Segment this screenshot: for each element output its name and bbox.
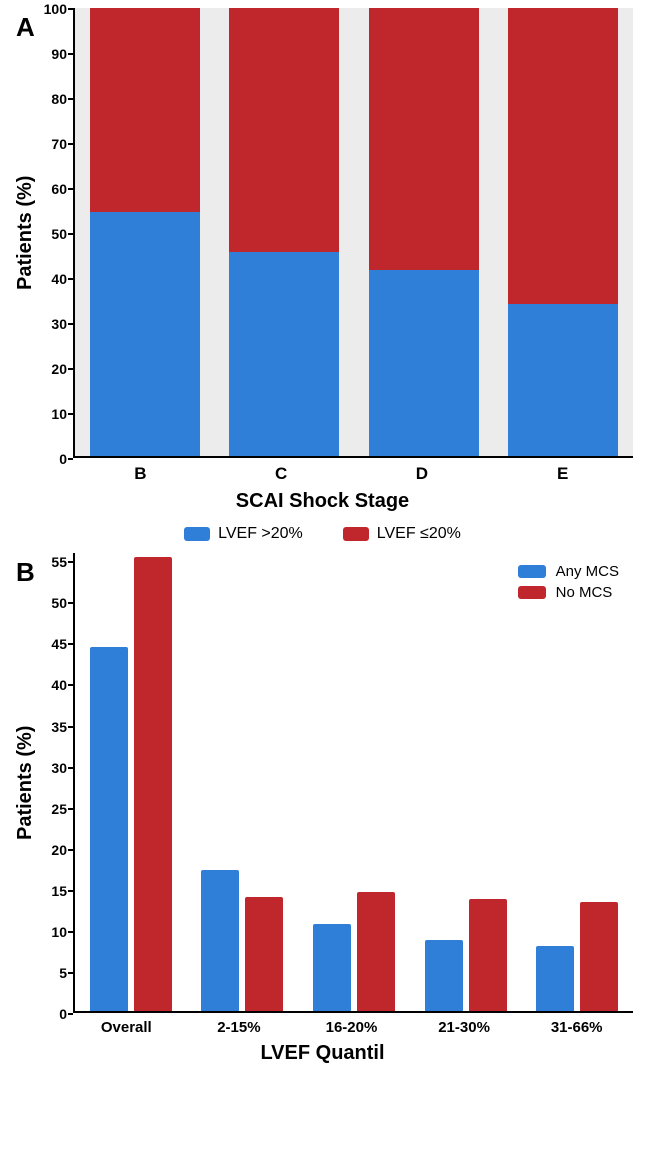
- y-tick-label: 10: [51, 406, 67, 422]
- panel-b-y-ticks: 0510152025303540455055: [39, 553, 73, 1013]
- legend-item-lvef-le20: LVEF ≤20%: [343, 525, 461, 543]
- bar-segment: [229, 252, 339, 456]
- bar: [313, 924, 351, 1012]
- legend-item-any-mcs: Any MCS: [518, 563, 619, 580]
- bar-segment: [508, 8, 618, 304]
- panel-b-plot-area: Any MCS No MCS: [73, 553, 633, 1013]
- stacked-bar: [229, 8, 339, 456]
- panel-b-y-title: Patients (%): [12, 553, 39, 1013]
- bar: [536, 946, 574, 1011]
- bar-segment: [90, 8, 200, 212]
- y-tick-label: 90: [51, 46, 67, 62]
- panel-a-x-title: SCAI Shock Stage: [12, 490, 633, 513]
- panel-b-x-title: LVEF Quantil: [12, 1042, 633, 1065]
- y-tick-label: 25: [51, 801, 67, 817]
- bar-segment: [229, 8, 339, 252]
- y-tick-label: 0: [59, 451, 67, 467]
- panel-b-legend: Any MCS No MCS: [518, 563, 619, 605]
- legend-label: LVEF ≤20%: [377, 525, 461, 543]
- bar: [425, 940, 463, 1011]
- bar: [580, 902, 618, 1011]
- bar-segment: [369, 270, 479, 456]
- stacked-bar: [508, 8, 618, 456]
- panel-a: A Patients (%) 0102030405060708090100 BC…: [12, 8, 633, 543]
- x-tick-label: C: [226, 464, 336, 484]
- panel-b-bars: [75, 553, 633, 1011]
- y-tick-label: 15: [51, 883, 67, 899]
- x-tick-label: D: [367, 464, 477, 484]
- swatch-icon: [343, 527, 369, 541]
- bar: [469, 899, 507, 1011]
- y-tick-label: 45: [51, 636, 67, 652]
- figure: A Patients (%) 0102030405060708090100 BC…: [0, 0, 645, 1087]
- legend-item-no-mcs: No MCS: [518, 584, 619, 601]
- y-tick-label: 20: [51, 361, 67, 377]
- legend-label: Any MCS: [556, 563, 619, 580]
- bar-segment: [90, 212, 200, 456]
- x-tick-label: 21-30%: [419, 1019, 509, 1036]
- y-tick-label: 20: [51, 842, 67, 858]
- y-tick-label: 30: [51, 316, 67, 332]
- x-tick-label: B: [85, 464, 195, 484]
- bar-segment: [369, 8, 479, 270]
- panel-a-plot-area: [73, 8, 633, 458]
- y-tick-mark: [68, 458, 73, 460]
- bar-group: [313, 553, 395, 1011]
- panel-a-bars: [75, 8, 633, 456]
- bar: [134, 557, 172, 1011]
- y-tick-label: 5: [59, 965, 67, 981]
- panel-b-x-axis: Overall 2-15% 16-20% 21-30% 31-66%: [70, 1019, 633, 1036]
- panel-a-legend: LVEF >20% LVEF ≤20%: [12, 525, 633, 543]
- y-tick-label: 10: [51, 924, 67, 940]
- x-tick-label: 16-20%: [306, 1019, 396, 1036]
- swatch-icon: [518, 565, 546, 578]
- bar-group: [201, 553, 283, 1011]
- bar: [357, 892, 395, 1011]
- y-tick-label: 60: [51, 181, 67, 197]
- panel-a-x-axis: B C D E: [70, 464, 633, 484]
- x-tick-label: Overall: [81, 1019, 171, 1036]
- panel-a-label: A: [16, 12, 35, 43]
- bar: [90, 647, 128, 1011]
- y-tick-label: 50: [51, 226, 67, 242]
- bar-segment: [508, 304, 618, 456]
- x-tick-label: 2-15%: [194, 1019, 284, 1036]
- y-tick-label: 50: [51, 595, 67, 611]
- legend-label: LVEF >20%: [218, 525, 303, 543]
- swatch-icon: [184, 527, 210, 541]
- bar-group: [536, 553, 618, 1011]
- y-tick-label: 80: [51, 91, 67, 107]
- panel-b-label: B: [16, 557, 35, 588]
- bar: [201, 870, 239, 1011]
- bar-group: [90, 553, 172, 1011]
- y-tick-label: 40: [51, 271, 67, 287]
- y-tick-label: 70: [51, 136, 67, 152]
- y-tick-label: 100: [44, 1, 67, 17]
- y-tick-label: 30: [51, 760, 67, 776]
- x-tick-label: 31-66%: [532, 1019, 622, 1036]
- panel-b-plot-wrap: Patients (%) 0510152025303540455055 Any …: [12, 553, 633, 1013]
- panel-a-y-title: Patients (%): [12, 8, 39, 458]
- y-tick-mark: [68, 1013, 73, 1015]
- panel-a-y-ticks: 0102030405060708090100: [39, 8, 73, 458]
- swatch-icon: [518, 586, 546, 599]
- y-tick-label: 0: [59, 1006, 67, 1022]
- panel-a-plot-wrap: Patients (%) 0102030405060708090100: [12, 8, 633, 458]
- y-tick-label: 55: [51, 554, 67, 570]
- stacked-bar: [369, 8, 479, 456]
- bar-group: [425, 553, 507, 1011]
- legend-item-lvef-gt20: LVEF >20%: [184, 525, 303, 543]
- panel-b: B Patients (%) 0 5 10 15 20 25 30 35 40 45 50 55 An…: [12, 553, 633, 1065]
- bar: [245, 897, 283, 1012]
- y-tick-label: 35: [51, 719, 67, 735]
- x-tick-label: E: [508, 464, 618, 484]
- stacked-bar: [90, 8, 200, 456]
- legend-label: No MCS: [556, 584, 613, 601]
- y-tick-label: 40: [51, 677, 67, 693]
